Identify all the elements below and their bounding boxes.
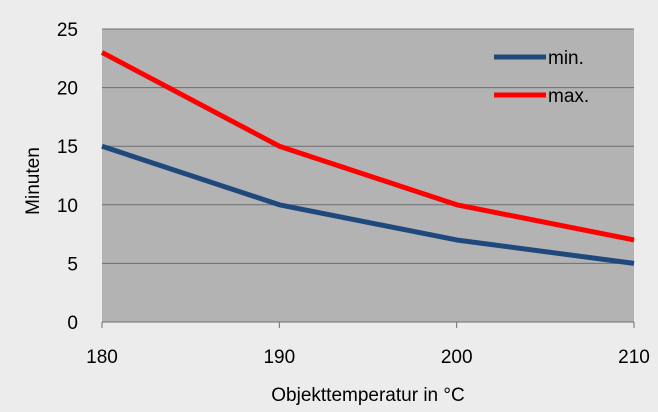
x-tick-label: 190 [263,347,295,368]
y-tick-label: 5 [67,254,78,275]
y-axis-ticks: 0 5 10 15 20 25 [57,20,78,334]
x-axis-label: Objekttemperatur in °C [271,385,464,406]
legend: min. max. [494,48,589,107]
series-line-min [101,143,635,266]
series-line-max [100,50,635,243]
gridlines [102,28,634,323]
series-lines [100,50,635,266]
x-tick-label: 210 [618,347,650,368]
y-tick-label: 15 [57,137,78,158]
x-tick-label: 180 [86,347,118,368]
y-tick-label: 10 [57,196,78,217]
y-axis-label: Minuten [23,147,44,215]
y-tick-label: 25 [57,20,78,41]
y-tick-label: 0 [67,313,78,334]
x-tick-label: 200 [441,347,473,368]
x-axis-ticks: 180 190 200 210 [86,322,650,368]
legend-label: max. [548,86,589,107]
legend-label: min. [548,48,584,69]
y-tick-label: 20 [57,79,78,100]
